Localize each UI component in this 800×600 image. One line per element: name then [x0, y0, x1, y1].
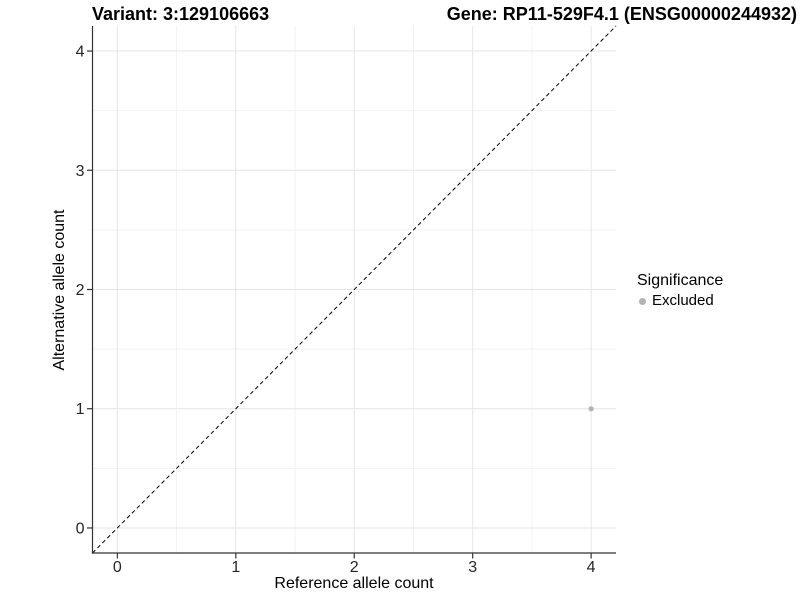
x-axis-title: Reference allele count — [274, 575, 434, 592]
x-tick-label: 0 — [113, 559, 122, 576]
legend: Significance Excluded — [637, 270, 723, 311]
data-point — [588, 406, 594, 412]
x-tick-label: 4 — [587, 559, 596, 576]
x-tick-label: 3 — [468, 559, 477, 576]
legend-point-icon — [639, 297, 646, 305]
plot-title-variant: Variant: 3:129106663 — [92, 4, 270, 24]
plot-title-gene: Gene: RP11-529F4.1 (ENSG00000244932) — [446, 4, 797, 24]
y-axis-title: Alternative allele count — [51, 209, 68, 371]
legend-item-excluded: Excluded — [637, 291, 723, 311]
y-tick-label: 4 — [76, 44, 85, 61]
legend-item-label: Excluded — [652, 292, 714, 309]
y-tick-label: 0 — [76, 520, 85, 537]
legend-title: Significance — [637, 272, 724, 289]
y-tick-label: 2 — [76, 282, 85, 299]
x-tick-label: 1 — [231, 559, 240, 576]
identity-line — [92, 25, 617, 554]
x-tick-label: 2 — [350, 559, 359, 576]
y-tick-label: 1 — [76, 401, 85, 418]
y-tick-label: 3 — [76, 163, 85, 180]
